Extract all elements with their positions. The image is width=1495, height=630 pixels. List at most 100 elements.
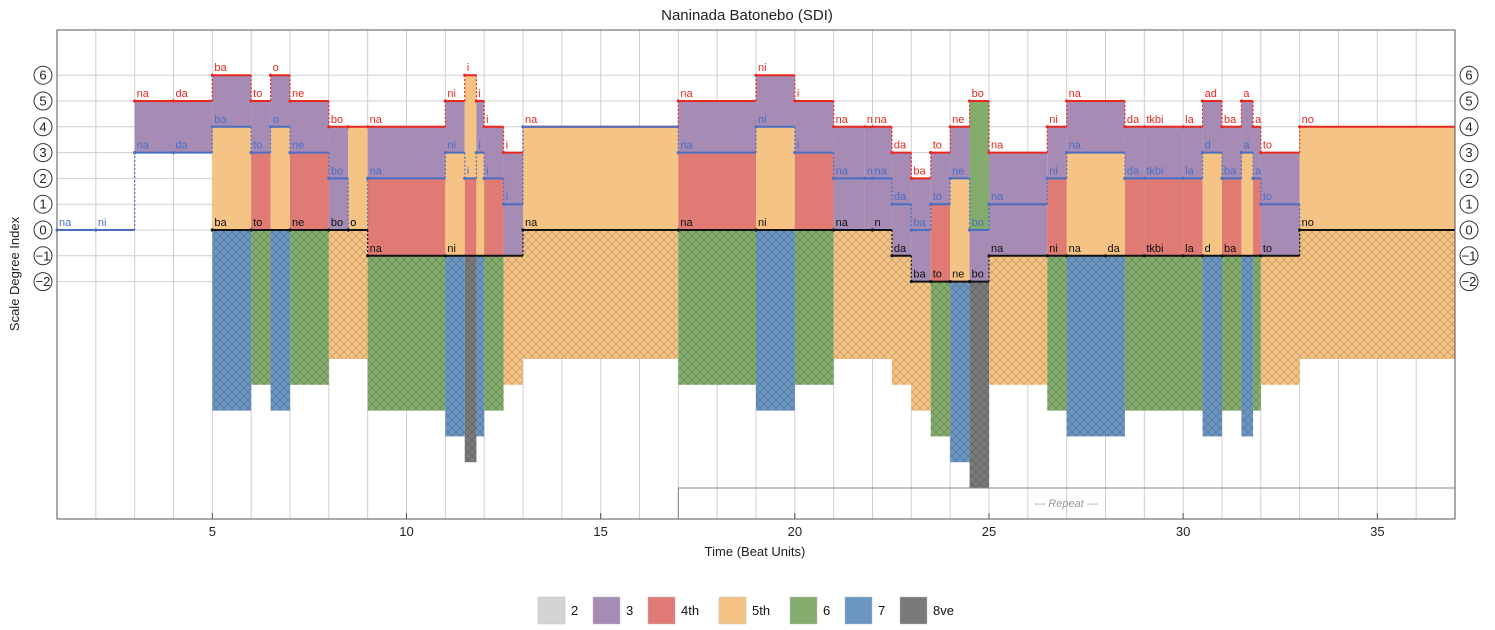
y-axis-label: Scale Degree Index xyxy=(7,216,22,331)
voice-onset-point xyxy=(1045,176,1049,180)
interval-band-hatch xyxy=(445,255,465,437)
y-tick-circle xyxy=(1459,117,1479,137)
voice-onset-point xyxy=(133,151,137,155)
voice-onset-point xyxy=(793,151,797,155)
voice-onset-point xyxy=(967,280,972,284)
interval-band-hatch xyxy=(1066,255,1125,437)
chart-title: Naninada Batonebo (SDI) xyxy=(661,7,833,24)
syllable-label: ba xyxy=(913,165,926,177)
upper-interval-fill xyxy=(173,101,213,153)
axes: 5 10 15 20 25 30 35 −2 −2 −1 −1 0 0 1 1 2 2 3 3 4 4 5 5 6 6 xyxy=(33,65,1479,539)
voice-onset-point xyxy=(929,280,933,284)
interval-band-hatch xyxy=(270,230,290,411)
y-tick-circle xyxy=(1459,65,1479,85)
voice-onset-point xyxy=(1103,254,1108,258)
lower-interval-fill xyxy=(251,152,271,230)
syllable-label: n xyxy=(867,165,873,177)
syllable-label: o xyxy=(350,217,356,229)
voice-onset-point xyxy=(1065,151,1069,155)
voice-onset-point xyxy=(521,228,525,232)
voice-onset-point xyxy=(171,151,176,155)
y-tick-label: 2 xyxy=(1465,171,1472,186)
y-tick-label: 3 xyxy=(39,145,46,160)
syllable-label: ba xyxy=(214,114,227,126)
upper-interval-fill xyxy=(464,75,477,179)
upper-interval-fill xyxy=(1124,126,1145,179)
syllable-label: ne xyxy=(952,114,964,126)
interval-band-hatch xyxy=(503,255,523,385)
upper-interval-fill xyxy=(484,126,504,179)
voice-onset-point xyxy=(443,151,447,155)
upper-interval-fill xyxy=(1202,101,1222,153)
lower-interval-fill xyxy=(464,178,477,256)
legend-label: 2 xyxy=(571,603,578,618)
voice-onset-point xyxy=(1200,151,1205,155)
upper-interval-fill xyxy=(1222,126,1242,179)
voice-onset-point xyxy=(863,125,867,129)
syllable-label: ne xyxy=(952,269,964,281)
y-tick-circle xyxy=(1459,143,1479,163)
syllable-label: ba xyxy=(214,62,227,74)
voice-onset-point xyxy=(288,228,292,232)
interval-band-hatch xyxy=(1202,255,1222,437)
upper-interval-fill xyxy=(251,101,271,153)
interval-band-hatch xyxy=(950,281,970,463)
y-tick-label: 1 xyxy=(39,197,46,212)
voice-onset-point xyxy=(987,254,991,258)
voice-onset-point xyxy=(366,176,370,180)
upper-interval-fill xyxy=(1299,126,1455,230)
interval-band-hatch xyxy=(212,230,252,411)
voice-onset-point xyxy=(474,151,478,155)
syllable-label: i xyxy=(486,165,488,177)
interval-band-hatch xyxy=(348,230,368,359)
y-tick-label: −1 xyxy=(1462,248,1477,263)
lower-interval-fill xyxy=(476,152,485,256)
lower-interval-fill xyxy=(1260,204,1300,256)
voice-onset-point xyxy=(249,151,253,155)
voice-onset-point xyxy=(288,99,292,103)
upper-interval-fill xyxy=(891,152,912,205)
syllable-label: na xyxy=(137,140,150,152)
legend-label: 8ve xyxy=(933,603,954,618)
voice-onset-point xyxy=(929,151,933,155)
lower-interval-fill xyxy=(950,178,970,282)
voice-onset-point xyxy=(832,125,836,129)
syllable-label: ni xyxy=(447,88,456,100)
voice-onset-point xyxy=(870,228,875,232)
voice-onset-point xyxy=(754,125,758,129)
lower-interval-fill xyxy=(1183,178,1203,256)
syllable-label: na xyxy=(370,165,383,177)
upper-interval-fill xyxy=(348,126,368,230)
syllable-label: da xyxy=(176,140,189,152)
voice-onset-point xyxy=(1200,254,1205,258)
syllable-label: a xyxy=(1255,114,1262,126)
syllable-label: tkbi xyxy=(1146,243,1163,255)
interval-band-hatch xyxy=(989,255,1048,385)
interval-band-hatch xyxy=(1299,230,1455,359)
voice-onset-point xyxy=(1200,99,1205,103)
voice-onset-point xyxy=(1251,176,1255,180)
lower-interval-fill xyxy=(484,178,504,256)
x-tick-label: 20 xyxy=(788,524,802,539)
syllable-label: na xyxy=(991,243,1004,255)
syllable-label: to xyxy=(253,88,262,100)
syllable-label: ba xyxy=(913,217,926,229)
syllable-label: i xyxy=(467,165,469,177)
syllable-label: i xyxy=(486,114,488,126)
syllable-label: a xyxy=(1243,140,1250,152)
legend-label: 4th xyxy=(681,603,699,618)
y-tick-circle xyxy=(33,65,53,85)
voice-onset-point xyxy=(482,176,486,180)
y-tick-label: 1 xyxy=(1465,197,1472,212)
interval-band-hatch xyxy=(476,255,485,437)
upper-interval-fill xyxy=(290,101,329,153)
lower-interval-fill xyxy=(911,230,931,282)
syllable-label: da xyxy=(1127,114,1140,126)
syllable-label: to xyxy=(253,140,262,152)
y-tick-label: 6 xyxy=(39,68,46,83)
voice-onset-point xyxy=(366,254,370,258)
y-tick-circle xyxy=(33,272,53,292)
syllable-label: ba xyxy=(1224,165,1237,177)
y-tick-circle xyxy=(33,246,53,266)
syllable-label: no xyxy=(1302,217,1314,229)
